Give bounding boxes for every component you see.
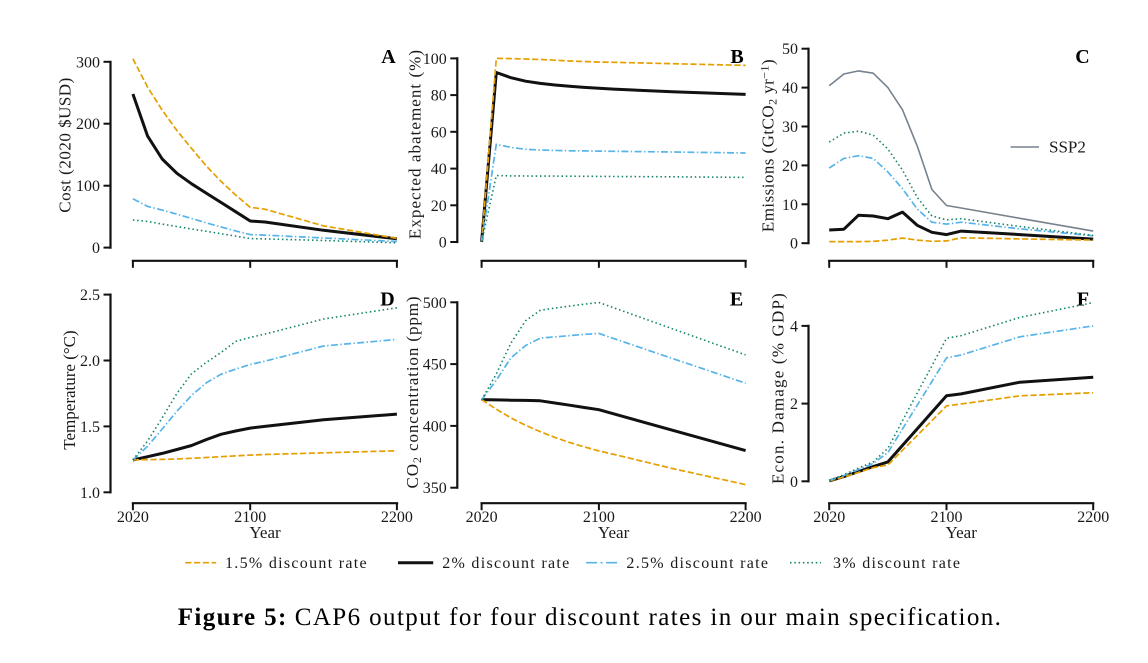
svg-text:2200: 2200 bbox=[381, 509, 413, 526]
svg-text:C: C bbox=[1075, 46, 1089, 68]
svg-text:2100: 2100 bbox=[234, 509, 266, 526]
svg-text:2.5% discount rate: 2.5% discount rate bbox=[626, 555, 769, 572]
svg-text:Year: Year bbox=[598, 523, 630, 542]
svg-text:Emissions (GtCO2 yr−1): Emissions (GtCO2 yr−1) bbox=[758, 59, 779, 232]
svg-text:Year: Year bbox=[946, 523, 978, 542]
svg-text:E: E bbox=[730, 289, 743, 311]
svg-text:1.5: 1.5 bbox=[80, 419, 100, 436]
svg-text:450: 450 bbox=[423, 357, 447, 374]
svg-text:F: F bbox=[1077, 289, 1089, 311]
svg-text:2: 2 bbox=[790, 396, 798, 413]
svg-text:2020: 2020 bbox=[813, 509, 845, 526]
svg-text:20: 20 bbox=[431, 198, 447, 215]
svg-text:1.0: 1.0 bbox=[80, 485, 100, 502]
svg-text:40: 40 bbox=[431, 161, 447, 178]
svg-text:0: 0 bbox=[790, 236, 798, 253]
svg-text:B: B bbox=[730, 46, 743, 68]
svg-text:200: 200 bbox=[76, 116, 100, 133]
svg-text:350: 350 bbox=[423, 480, 447, 497]
svg-text:2% discount rate: 2% discount rate bbox=[442, 555, 570, 572]
svg-text:4: 4 bbox=[790, 318, 798, 335]
svg-text:0: 0 bbox=[790, 474, 798, 491]
svg-text:300: 300 bbox=[76, 54, 100, 71]
svg-text:2020: 2020 bbox=[117, 509, 149, 526]
svg-text:100: 100 bbox=[76, 178, 100, 195]
svg-text:2100: 2100 bbox=[931, 509, 963, 526]
svg-text:2.5: 2.5 bbox=[80, 287, 100, 304]
svg-text:0: 0 bbox=[92, 240, 100, 257]
svg-text:80: 80 bbox=[431, 88, 447, 105]
svg-text:1.5% discount rate: 1.5% discount rate bbox=[225, 555, 368, 572]
svg-text:Expected abatement (%): Expected abatement (%) bbox=[406, 49, 425, 239]
svg-text:Year: Year bbox=[249, 523, 281, 542]
svg-text:10: 10 bbox=[782, 197, 798, 214]
svg-text:CO2 concentration (ppm): CO2 concentration (ppm) bbox=[403, 296, 424, 489]
svg-text:2020: 2020 bbox=[466, 509, 498, 526]
svg-text:A: A bbox=[381, 46, 396, 68]
svg-text:2.0: 2.0 bbox=[80, 353, 100, 370]
svg-text:SSP2: SSP2 bbox=[1049, 138, 1086, 157]
svg-text:Cost (2020 $USD): Cost (2020 $USD) bbox=[56, 77, 75, 213]
svg-text:3% discount rate: 3% discount rate bbox=[833, 555, 961, 572]
svg-text:0: 0 bbox=[439, 235, 447, 252]
svg-text:2200: 2200 bbox=[730, 509, 762, 526]
svg-text:50: 50 bbox=[782, 41, 798, 58]
svg-text:400: 400 bbox=[423, 418, 447, 435]
svg-text:60: 60 bbox=[431, 124, 447, 141]
svg-text:2200: 2200 bbox=[1077, 509, 1109, 526]
svg-text:Econ. Damage (% GDP): Econ. Damage (% GDP) bbox=[769, 292, 788, 484]
svg-text:30: 30 bbox=[782, 119, 798, 136]
svg-text:20: 20 bbox=[782, 158, 798, 175]
svg-text:40: 40 bbox=[782, 80, 798, 97]
svg-text:100: 100 bbox=[423, 51, 447, 68]
svg-text:Temperature (°C): Temperature (°C) bbox=[60, 330, 79, 449]
svg-text:D: D bbox=[380, 289, 394, 311]
svg-text:2100: 2100 bbox=[583, 509, 615, 526]
svg-text:500: 500 bbox=[423, 295, 447, 312]
svg-text:Figure 5:CAP6 output for four: Figure 5: CAP6 output for four discount r… bbox=[178, 604, 1003, 631]
